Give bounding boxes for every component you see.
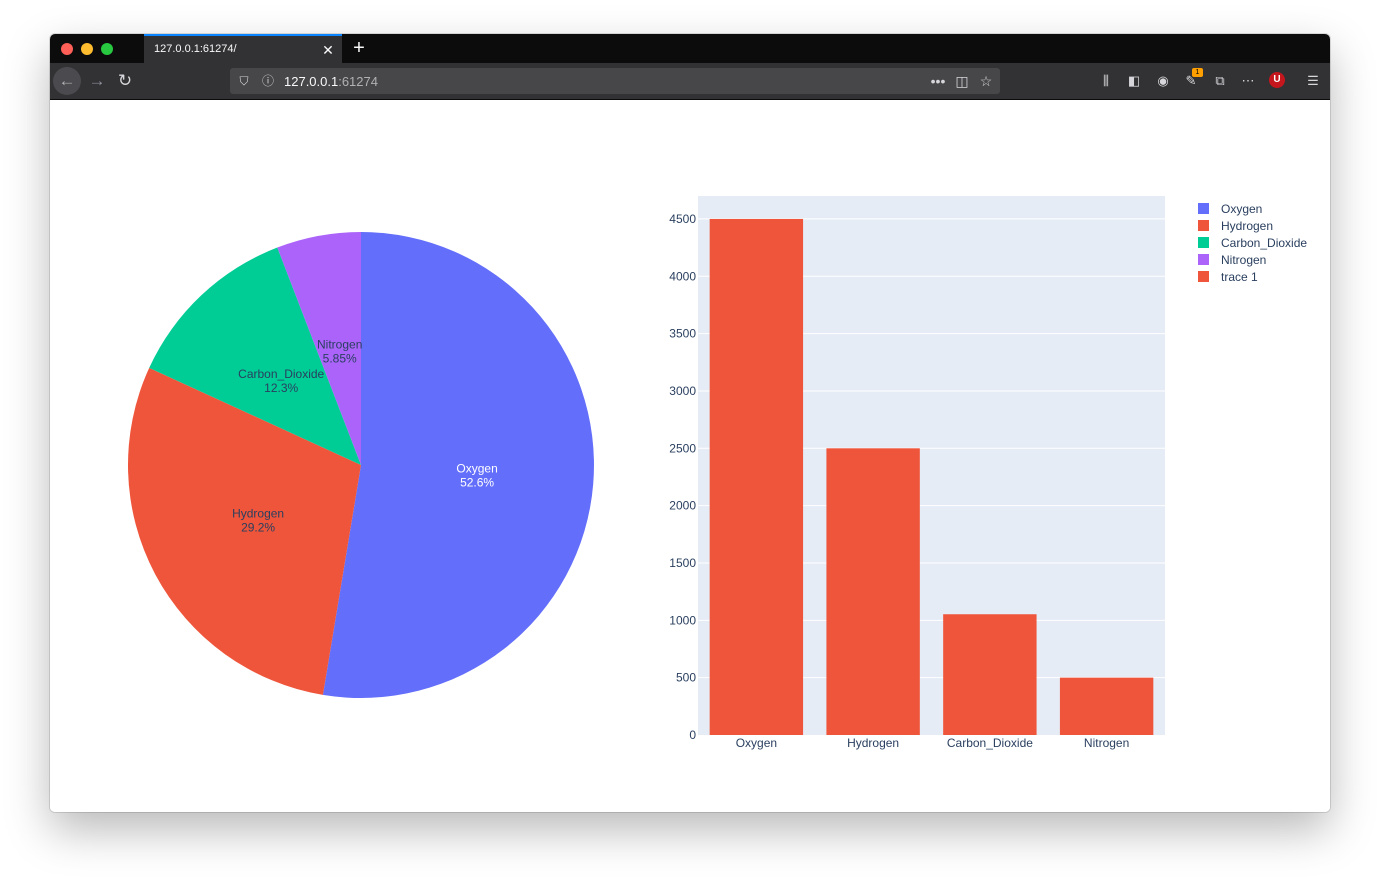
y-tick-label: 4000 bbox=[669, 269, 696, 283]
legend-label: Nitrogen bbox=[1221, 253, 1266, 267]
new-tab-button[interactable]: + bbox=[353, 37, 365, 59]
bar-carbon-dioxide[interactable] bbox=[943, 614, 1037, 735]
bar-chart: 0 500 1000 1500 2000 2500 3000 3500 4000 4500 Oxyg… bbox=[669, 196, 1165, 750]
page-content: Oxygen 52.6% Hydrogen 29.2% Carbon_Dioxide 12… bbox=[50, 100, 1330, 812]
x-tick-label: Hydrogen bbox=[847, 736, 899, 750]
legend-label: trace 1 bbox=[1221, 270, 1258, 284]
bar-hydrogen[interactable] bbox=[826, 448, 920, 735]
tab-title: 127.0.0.1:61274/ bbox=[154, 43, 237, 55]
menu-icon[interactable]: ☰ bbox=[1307, 73, 1319, 88]
bookmark-star-icon[interactable]: ☆ bbox=[979, 73, 993, 89]
account-icon[interactable]: ◉ bbox=[1157, 73, 1169, 88]
grid-extension-icon[interactable]: ⧉ bbox=[1215, 73, 1225, 88]
pie-label-hydrogen: Hydrogen bbox=[232, 507, 284, 521]
pie-slice-oxygen[interactable] bbox=[322, 232, 594, 698]
legend-label: Oxygen bbox=[1221, 202, 1262, 216]
y-tick-label: 2000 bbox=[669, 499, 696, 513]
pie-percent-carbon-dioxide: 12.3% bbox=[264, 381, 298, 395]
extension-badge: 1 bbox=[1192, 68, 1203, 77]
legend-label: Hydrogen bbox=[1221, 219, 1273, 233]
pie-percent-nitrogen: 5.85% bbox=[323, 352, 357, 366]
back-button[interactable]: ← bbox=[53, 67, 81, 95]
pie-percent-hydrogen: 29.2% bbox=[241, 521, 275, 535]
pie-slice-hydrogen[interactable] bbox=[127, 367, 362, 695]
y-tick-label: 2500 bbox=[669, 441, 696, 455]
x-tick-label: Carbon_Dioxide bbox=[947, 736, 1033, 750]
x-tick-label: Oxygen bbox=[736, 736, 777, 750]
pie-percent-oxygen: 52.6% bbox=[460, 476, 494, 490]
pie-label-oxygen: Oxygen bbox=[456, 462, 497, 476]
bar-oxygen[interactable] bbox=[709, 218, 804, 735]
y-tick-label: 4500 bbox=[669, 212, 696, 226]
y-tick-label: 500 bbox=[676, 671, 696, 685]
minimize-window-button[interactable] bbox=[81, 43, 93, 55]
legend-item-nitrogen[interactable]: Nitrogen bbox=[1198, 253, 1266, 267]
library-icon[interactable]: ⫼ bbox=[1103, 73, 1109, 88]
pie-slice-carbon-dioxide[interactable] bbox=[149, 247, 361, 465]
tab-bar: 127.0.0.1:61274/ ✕ + bbox=[50, 34, 1330, 63]
close-window-button[interactable] bbox=[61, 43, 73, 55]
y-tick-label: 3000 bbox=[669, 384, 696, 398]
legend: Oxygen Hydrogen Carbon_Dioxide Nitrogen trac… bbox=[1198, 202, 1307, 284]
url-bar[interactable]: ⛉ ⓘ 127.0.0.1:61274 ••• ◫ ☆ bbox=[230, 68, 1000, 94]
page-actions-icon[interactable]: ••• bbox=[930, 73, 946, 89]
url-text[interactable]: 127.0.0.1:61274 bbox=[284, 74, 378, 89]
legend-swatch bbox=[1198, 271, 1209, 282]
password-manager-icon[interactable]: ⋯ bbox=[1241, 73, 1255, 88]
url-host: 127.0.0.1 bbox=[284, 74, 339, 89]
navigation-toolbar: ← → ↻ ⛉ ⓘ 127.0.0.1:61274 ••• ◫ ☆ ⫼ ◧ ◉ … bbox=[50, 63, 1330, 100]
browser-tab[interactable]: 127.0.0.1:61274/ ✕ bbox=[144, 34, 342, 63]
pie-label-nitrogen: Nitrogen bbox=[317, 338, 362, 352]
pie-label-carbon-dioxide: Carbon_Dioxide bbox=[238, 367, 324, 381]
legend-swatch bbox=[1198, 254, 1209, 265]
y-tick-label: 1500 bbox=[669, 556, 696, 570]
legend-swatch bbox=[1198, 220, 1209, 231]
browser-window: 127.0.0.1:61274/ ✕ + ← → ↻ ⛉ ⓘ 127.0.0.1… bbox=[50, 34, 1330, 812]
bar-nitrogen[interactable] bbox=[1059, 677, 1154, 735]
legend-label: Carbon_Dioxide bbox=[1221, 236, 1307, 250]
legend-item-hydrogen[interactable]: Hydrogen bbox=[1198, 219, 1273, 233]
url-port: :61274 bbox=[338, 74, 378, 89]
extension-icon[interactable]: ✎ bbox=[1185, 73, 1197, 88]
sidebar-icon[interactable]: ◧ bbox=[1127, 73, 1141, 88]
zoom-window-button[interactable] bbox=[101, 43, 113, 55]
ublock-icon[interactable]: U bbox=[1269, 72, 1285, 88]
legend-item-oxygen[interactable]: Oxygen bbox=[1198, 202, 1262, 216]
y-tick-label: 1000 bbox=[669, 613, 696, 627]
legend-swatch bbox=[1198, 237, 1209, 248]
x-tick-label: Nitrogen bbox=[1084, 736, 1129, 750]
legend-item-trace-1[interactable]: trace 1 bbox=[1198, 270, 1258, 284]
close-icon[interactable]: ✕ bbox=[322, 42, 334, 58]
legend-swatch bbox=[1198, 203, 1209, 214]
reload-button[interactable]: ↻ bbox=[117, 71, 133, 90]
forward-button[interactable]: → bbox=[88, 71, 106, 90]
pie-slice-nitrogen[interactable] bbox=[277, 232, 361, 465]
pocket-icon[interactable]: ◫ bbox=[955, 73, 969, 89]
charts-figure: Oxygen52.6%Hydrogen29.2%Carbon_Dioxide12… bbox=[127, 196, 1307, 750]
legend-item-carbon-dioxide[interactable]: Carbon_Dioxide bbox=[1198, 236, 1307, 250]
info-icon[interactable]: ⓘ bbox=[261, 74, 274, 88]
y-tick-label: 0 bbox=[689, 728, 696, 742]
y-tick-label: 3500 bbox=[669, 327, 696, 341]
shield-icon[interactable]: ⛉ bbox=[239, 74, 249, 88]
